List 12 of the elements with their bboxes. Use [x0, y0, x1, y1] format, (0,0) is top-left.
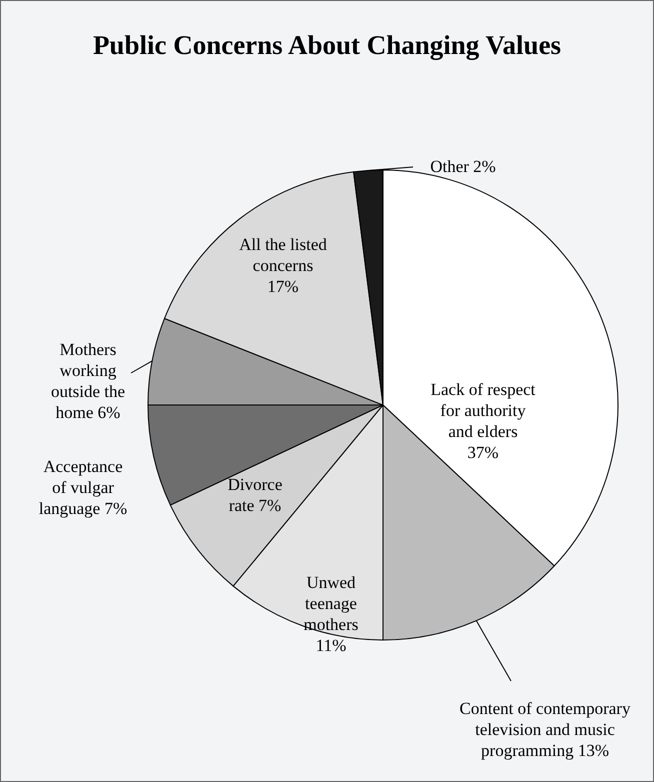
data-label: 37%	[467, 443, 499, 462]
slice-label: Unwed teenage mothers	[304, 573, 358, 634]
chart-title: Public Concerns About Changing Values	[92, 30, 562, 60]
data-label: 17%	[267, 277, 299, 296]
slice-label: Other 2%	[430, 157, 496, 176]
slice-label: Content of contemporary television and music programming 13%	[460, 699, 631, 760]
data-label: 11%	[316, 636, 346, 655]
slice-label: Lack of respect for authority and elders	[430, 380, 536, 441]
slice-label: Mothers working outside the home 6%	[50, 340, 126, 422]
slice-label: Acceptance of vulgar language 7%	[38, 457, 128, 518]
slice-label: All the listed concerns	[239, 235, 328, 275]
slice-label: Divorce rate 7%	[228, 475, 282, 515]
